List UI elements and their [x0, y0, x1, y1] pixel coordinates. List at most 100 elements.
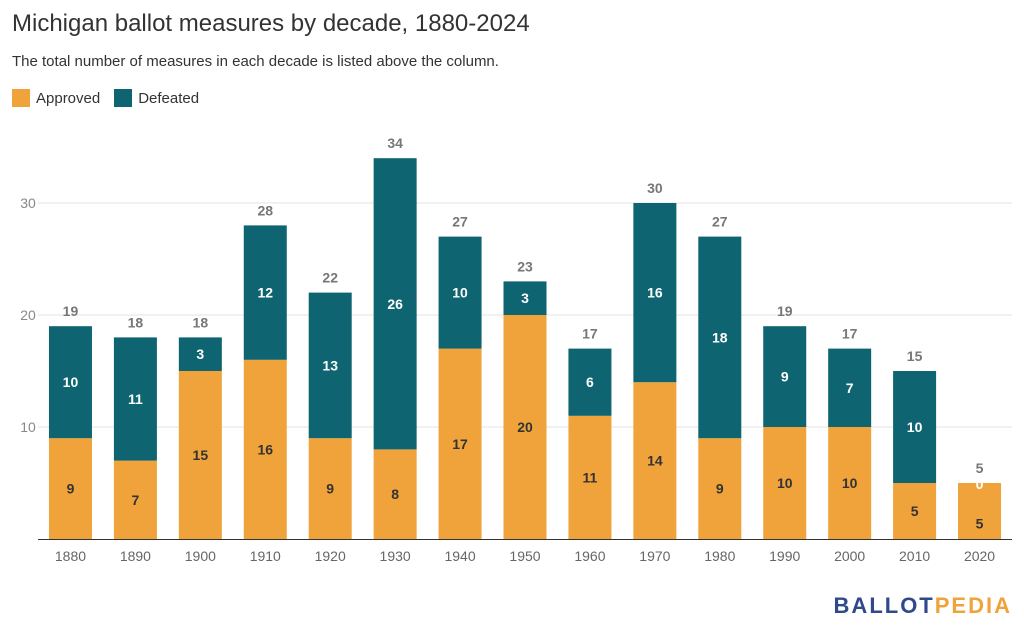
- chart-subtitle: The total number of measures in each dec…: [12, 53, 499, 70]
- label-approved-1920: 9: [326, 481, 334, 497]
- bar-defeated-1890: [113, 337, 157, 461]
- bar-defeated-2010: [893, 371, 937, 483]
- label-defeated-1920: 13: [322, 357, 338, 373]
- bar-defeated-1930: [373, 158, 417, 450]
- label-defeated-2000: 7: [846, 380, 854, 396]
- bar-defeated-1880: [48, 326, 92, 439]
- y-tick-label-10: 10: [20, 419, 36, 435]
- bar-defeated-1910: [243, 225, 287, 360]
- label-defeated-2020: 0: [976, 476, 984, 492]
- bar-approved-1950: [503, 315, 547, 539]
- logo-text-ballot: BALLOT: [833, 593, 935, 618]
- label-defeated-1940: 10: [452, 285, 468, 301]
- bar-approved-1920: [308, 438, 352, 539]
- x-tick-label-1940: 1940: [444, 548, 475, 564]
- bar-defeated-1990: [763, 326, 807, 427]
- label-approved-1960: 11: [583, 469, 598, 485]
- y-tick-label-20: 20: [20, 307, 36, 323]
- label-approved-2010: 5: [911, 503, 919, 519]
- bar-approved-2010: [893, 483, 937, 539]
- bar-approved-1880: [48, 438, 92, 539]
- legend-item-defeated: Defeated: [114, 89, 199, 107]
- total-label-1930: 34: [387, 135, 403, 151]
- total-label-1940: 27: [452, 214, 468, 230]
- label-approved-1880: 9: [67, 481, 75, 497]
- label-approved-2000: 10: [842, 475, 858, 491]
- total-label-1910: 28: [257, 202, 273, 218]
- x-tick-label-1970: 1970: [639, 548, 670, 564]
- bar-approved-1890: [113, 460, 157, 539]
- label-defeated-1970: 16: [647, 285, 663, 301]
- ballotpedia-logo: BALLOTPEDIA: [834, 593, 1012, 619]
- bar-defeated-1980: [698, 236, 742, 439]
- label-approved-1930: 8: [391, 486, 399, 502]
- total-label-1960: 17: [582, 326, 598, 342]
- x-tick-label-1890: 1890: [120, 548, 151, 564]
- bar-defeated-1950: [503, 281, 547, 315]
- label-defeated-1980: 18: [712, 329, 728, 345]
- x-tick-label-1910: 1910: [250, 548, 281, 564]
- total-label-1920: 22: [322, 270, 338, 286]
- total-label-2010: 15: [907, 348, 923, 364]
- legend-swatch-defeated: [114, 89, 133, 107]
- bar-defeated-1960: [568, 348, 612, 416]
- chart-title: Michigan ballot measures by decade, 1880…: [12, 10, 530, 37]
- bar-approved-1980: [698, 438, 742, 539]
- bar-approved-1910: [243, 359, 287, 539]
- label-approved-1890: 7: [132, 492, 140, 508]
- x-tick-label-2000: 2000: [834, 548, 865, 564]
- x-tick-label-2010: 2010: [899, 548, 930, 564]
- bar-defeated-2000: [828, 348, 872, 427]
- x-tick-label-1980: 1980: [704, 548, 735, 564]
- label-approved-1900: 15: [193, 447, 209, 463]
- bar-approved-1900: [178, 371, 222, 539]
- legend-label-defeated: Defeated: [138, 89, 200, 107]
- bar-defeated-1940: [438, 236, 482, 349]
- label-defeated-1950: 3: [521, 290, 529, 306]
- total-label-1890: 18: [128, 314, 144, 330]
- bar-defeated-1920: [308, 292, 352, 439]
- label-approved-1940: 17: [452, 436, 468, 452]
- legend-label-approved: Approved: [36, 89, 101, 107]
- bar-approved-1970: [633, 382, 677, 539]
- label-defeated-1990: 9: [781, 369, 789, 385]
- x-tick-label-1990: 1990: [769, 548, 800, 564]
- x-tick-label-1920: 1920: [315, 548, 346, 564]
- legend: Approved Defeated: [12, 89, 213, 107]
- label-approved-1990: 10: [777, 475, 793, 491]
- total-label-1990: 19: [777, 303, 793, 319]
- x-tick-label-1960: 1960: [574, 548, 605, 564]
- total-label-2020: 5: [976, 460, 984, 476]
- label-approved-1950: 20: [517, 419, 533, 435]
- bar-approved-1990: [763, 427, 807, 539]
- label-defeated-1890: 11: [128, 391, 143, 407]
- total-label-1950: 23: [517, 258, 533, 274]
- bar-defeated-1900: [178, 337, 222, 371]
- label-defeated-1910: 12: [257, 285, 273, 301]
- total-label-1900: 18: [193, 314, 209, 330]
- legend-item-approved: Approved: [12, 89, 100, 107]
- x-tick-label-1900: 1900: [185, 548, 216, 564]
- x-tick-label-1930: 1930: [380, 548, 411, 564]
- y-tick-label-30: 30: [20, 195, 36, 211]
- label-defeated-1900: 3: [196, 346, 204, 362]
- bar-defeated-1970: [633, 203, 677, 383]
- label-defeated-1930: 26: [387, 296, 403, 312]
- bar-approved-2020: [958, 483, 1002, 539]
- bar-approved-1960: [568, 415, 612, 539]
- x-tick-label-2020: 2020: [964, 548, 995, 564]
- logo-text-pedia: PEDIA: [934, 593, 1012, 618]
- label-defeated-1960: 6: [586, 374, 594, 390]
- label-defeated-2010: 10: [907, 419, 923, 435]
- label-approved-1980: 9: [716, 481, 724, 497]
- total-label-1980: 27: [712, 214, 728, 230]
- total-label-2000: 17: [842, 326, 858, 342]
- bar-approved-1940: [438, 348, 482, 539]
- total-label-1880: 19: [63, 303, 79, 319]
- bar-approved-2000: [828, 427, 872, 539]
- total-label-1970: 30: [647, 180, 663, 196]
- label-defeated-1880: 10: [63, 374, 79, 390]
- x-tick-label-1950: 1950: [509, 548, 540, 564]
- x-tick-label-1880: 1880: [55, 548, 86, 564]
- legend-swatch-approved: [12, 89, 30, 107]
